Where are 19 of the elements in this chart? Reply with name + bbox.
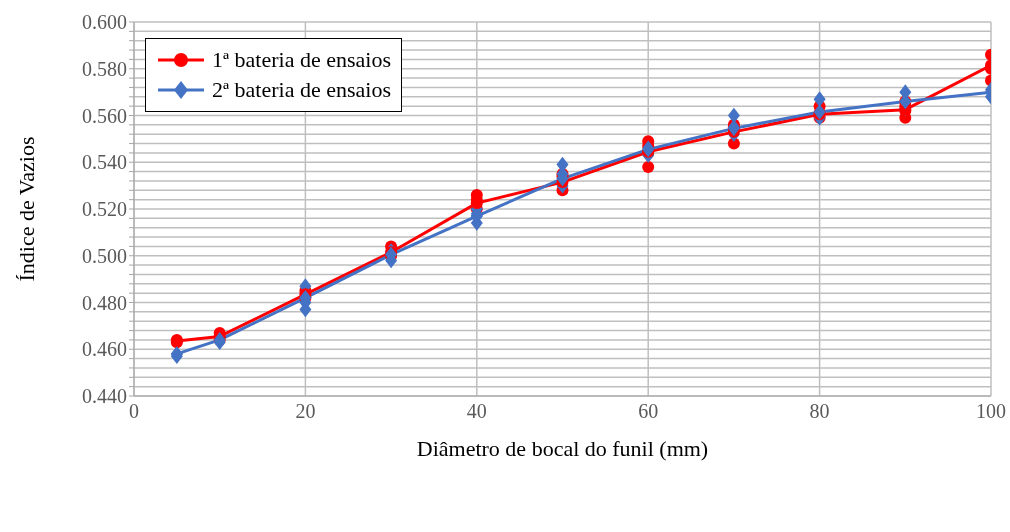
x-tick-label: 60 <box>638 400 659 423</box>
x-tick-label: 100 <box>976 400 1006 423</box>
y-tick-label: 0.540 <box>82 151 127 174</box>
y-tick-label: 0.460 <box>82 338 127 361</box>
x-axis-title: Diâmetro de bocal do funil (mm) <box>416 436 709 461</box>
y-tick-label: 0.480 <box>82 291 127 314</box>
y-tick-label: 0.520 <box>82 198 127 221</box>
x-tick-label: 20 <box>295 400 316 423</box>
x-tick-label: 0 <box>129 400 139 423</box>
x-tick-label: 80 <box>809 400 830 423</box>
y-tick-label: 0.600 <box>82 11 127 34</box>
x-tick-label: 40 <box>466 400 487 423</box>
y-tick-label: 0.500 <box>82 244 127 267</box>
legend-label: 2ª bateria de ensaios <box>212 76 391 104</box>
y-tick-label: 0.560 <box>82 104 127 127</box>
y-tick-label: 0.440 <box>82 385 127 408</box>
legend-label: 1ª bateria de ensaios <box>212 46 391 74</box>
y-tick-label: 0.580 <box>82 57 127 80</box>
y-axis-title: Índice de Vazios <box>13 136 39 282</box>
